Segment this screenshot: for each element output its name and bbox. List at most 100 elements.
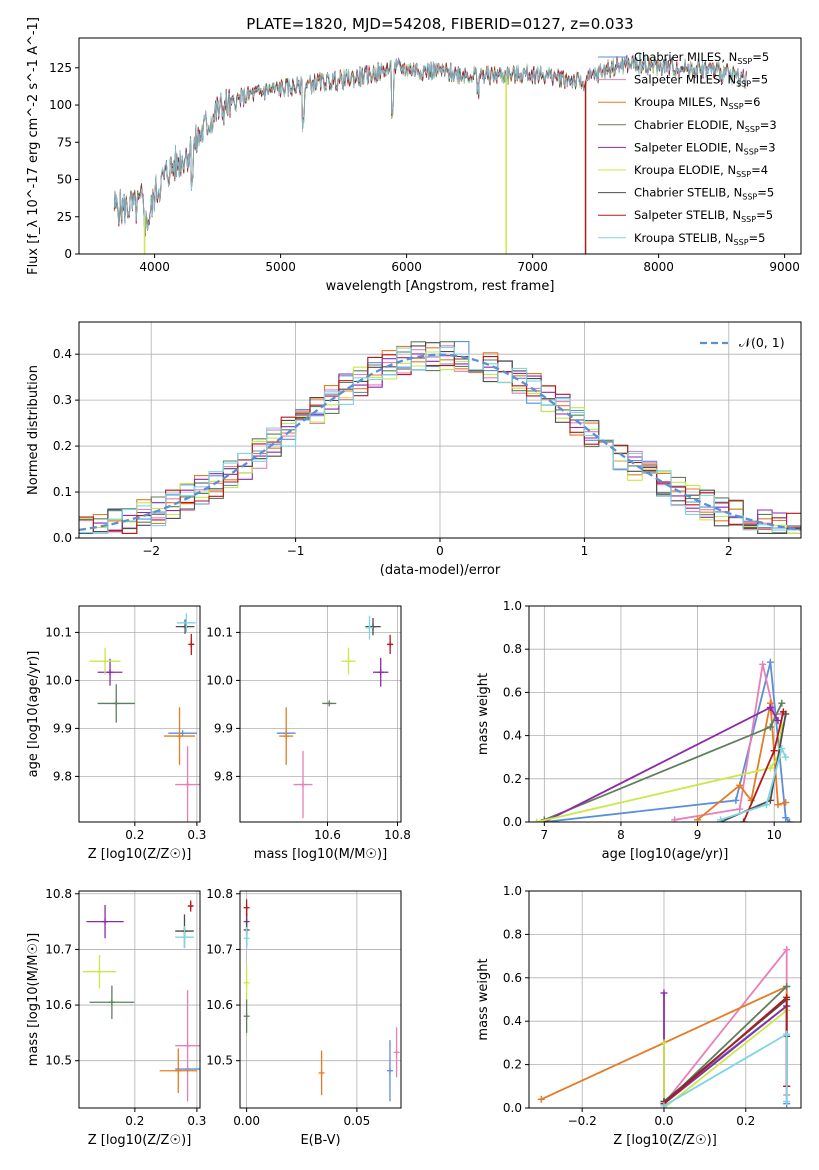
legend-label: Chabrier MILES, NSSP=5 bbox=[634, 50, 769, 66]
data-area-mass_vs_z bbox=[82, 900, 200, 1102]
y-tick-label: 0.2 bbox=[53, 439, 72, 453]
x-tick-label: 1 bbox=[581, 544, 589, 558]
legend-label: Kroupa STELIB, NSSP=5 bbox=[634, 231, 765, 247]
y-tick-label: 9.8 bbox=[53, 769, 72, 783]
data-area-weight_vs_z bbox=[537, 946, 791, 1108]
y-tick-label: 10.1 bbox=[206, 625, 233, 639]
x-tick-label: 9000 bbox=[769, 260, 800, 274]
x-tick-label: −1 bbox=[287, 544, 305, 558]
x-tick-label: 6000 bbox=[391, 260, 422, 274]
x-tick-label: 10.8 bbox=[384, 828, 411, 842]
x-axis-label: Z [log10(Z/Z☉)] bbox=[88, 847, 192, 862]
axes-frame bbox=[239, 605, 402, 823]
y-tick-label: 125 bbox=[49, 61, 72, 75]
x-tick-label: 0 bbox=[436, 544, 444, 558]
x-tick-label: 2 bbox=[725, 544, 733, 558]
y-tick-label: 0.3 bbox=[53, 393, 72, 407]
figure-title: PLATE=1820, MJD=54208, FIBERID=0127, z=0… bbox=[246, 15, 633, 33]
y-tick-label: 0.4 bbox=[503, 729, 522, 743]
errorbar-point-chabrier_elodie bbox=[322, 700, 337, 707]
x-axis-label: mass [log10(M/M☉)] bbox=[254, 847, 387, 862]
y-axis-label: Flux [f_λ 10^-17 erg cm^-2 s^-1 A^-1] bbox=[26, 17, 41, 275]
x-axis-label: Z [log10(Z/Z☉)] bbox=[613, 1133, 717, 1148]
errorbar-point-chabrier_miles bbox=[386, 1040, 393, 1102]
errorbar-point-chabrier_elodie bbox=[97, 684, 135, 723]
weight-line bbox=[544, 661, 791, 822]
y-axis-label: Normed distribution bbox=[26, 365, 41, 495]
axes-frame bbox=[239, 890, 402, 1109]
y-tick-label: 10.0 bbox=[45, 673, 72, 687]
y-tick-label: 10.1 bbox=[45, 625, 72, 639]
errorbar-point-chabrier_elodie bbox=[243, 999, 250, 1033]
y-tick-label: 0.6 bbox=[503, 971, 522, 985]
legend-label: Salpeter STELIB, NSSP=5 bbox=[634, 208, 773, 224]
weight-series-salpeter_stelib bbox=[740, 708, 787, 822]
x-tick-label: 0.2 bbox=[736, 1114, 755, 1128]
y-tick-label: 50 bbox=[57, 173, 72, 187]
data-area-age_vs_mass bbox=[276, 615, 394, 819]
weight-line bbox=[663, 1009, 788, 1108]
legend-label: Chabrier STELIB, NSSP=5 bbox=[634, 186, 774, 202]
legend-label: Salpeter ELODIE, NSSP=3 bbox=[634, 140, 776, 156]
y-tick-label: 25 bbox=[57, 210, 72, 224]
y-tick-label: 9.8 bbox=[214, 769, 233, 783]
x-axis-label: Z [log10(Z/Z☉)] bbox=[88, 1133, 192, 1148]
x-tick-label: 0.2 bbox=[125, 1114, 144, 1128]
axes-frame bbox=[528, 605, 802, 823]
legend-label: Chabrier ELODIE, NSSP=3 bbox=[634, 118, 777, 134]
y-tick-label: 0 bbox=[64, 247, 72, 261]
y-tick-label: 10.0 bbox=[206, 673, 233, 687]
x-axis-label: (data-model)/error bbox=[380, 563, 501, 578]
x-tick-label: 9 bbox=[694, 828, 702, 842]
y-tick-label: 0.8 bbox=[503, 642, 522, 656]
axes-mass_vs_ebv: 0.00 0.05 10.5 10.6 10.7 10.8 E(B-V) bbox=[206, 887, 402, 1148]
y-tick-label: 0.6 bbox=[503, 685, 522, 699]
y-axis-label: mass [log10(M/M☉)] bbox=[26, 933, 41, 1066]
axes-frame bbox=[78, 37, 802, 255]
plot-layer: 4000 5000 6000 7000 8000 90000255075100125wav… bbox=[26, 17, 802, 1148]
errorbar-point-kroupa_miles bbox=[164, 707, 196, 765]
errorbar-point-chabrier_stelib bbox=[365, 618, 381, 636]
axes-weight_vs_z: −0.2 0.0 0.2 0.0 0.2 0.4 0.6 0.8 1.0 Z [log10(Z/Z… bbox=[476, 884, 802, 1148]
errorbar-point-kroupa_elodie bbox=[243, 966, 250, 1000]
axes-spectrum: 4000 5000 6000 7000 8000 9000 0 25 50 75 100 125 wav… bbox=[26, 17, 802, 294]
weight-series-salpeter_stelib bbox=[660, 993, 791, 1108]
histogram-kroupa_elodie bbox=[79, 351, 801, 534]
x-tick-label: 4000 bbox=[139, 260, 170, 274]
y-tick-label: 10.5 bbox=[45, 1054, 72, 1068]
legend-label: Kroupa MILES, NSSP=6 bbox=[634, 95, 760, 111]
weight-series-chabrier_miles bbox=[540, 658, 794, 822]
axes-frame bbox=[528, 890, 802, 1109]
y-tick-label: 0.2 bbox=[503, 772, 522, 786]
x-tick-label: 7000 bbox=[517, 260, 548, 274]
data-area-spectrum bbox=[113, 52, 747, 254]
y-tick-label: 0.4 bbox=[503, 1014, 522, 1028]
x-tick-label: 10 bbox=[767, 828, 782, 842]
gaussian-curve bbox=[79, 353, 801, 532]
x-tick-label: 0.3 bbox=[187, 1114, 206, 1128]
x-tick-label: 5000 bbox=[265, 260, 296, 274]
y-tick-label: 0.1 bbox=[53, 485, 72, 499]
errorbar-point-salpeter_stelib bbox=[187, 900, 194, 912]
y-tick-label: 1.0 bbox=[503, 884, 522, 898]
y-axis-label: age [log10(age/yr)] bbox=[26, 651, 41, 778]
y-tick-label: 0.0 bbox=[503, 815, 522, 829]
axes-age_vs_z: 0.2 0.3 9.8 9.9 10.0 10.1 Z [log10(Z/Z☉)] age [… bbox=[26, 605, 206, 862]
errorbar-point-chabrier_miles bbox=[168, 730, 197, 737]
data-area-age_vs_z bbox=[89, 613, 200, 822]
x-tick-label: 8 bbox=[617, 828, 625, 842]
y-axis-label: mass weight bbox=[476, 958, 491, 1040]
errorbar-point-kroupa_stelib bbox=[366, 615, 373, 640]
errorbar-point-kroupa_stelib bbox=[243, 927, 250, 950]
axes-mass_vs_z: 0.2 0.3 10.5 10.6 10.7 10.8 Z [log10(Z/Z☉)] mas… bbox=[26, 887, 206, 1148]
weight-series-kroupa_stelib bbox=[717, 745, 790, 822]
axes-frame bbox=[78, 890, 201, 1109]
x-axis-label: E(B-V) bbox=[300, 1133, 340, 1148]
y-axis-label: mass weight bbox=[476, 673, 491, 755]
legend-label: Kroupa ELODIE, NSSP=4 bbox=[634, 163, 768, 179]
histogram-kroupa_stelib bbox=[79, 346, 801, 534]
weight-line bbox=[536, 724, 783, 822]
weight-series-kroupa_stelib bbox=[660, 1030, 791, 1108]
y-tick-label: 10.8 bbox=[206, 887, 233, 901]
